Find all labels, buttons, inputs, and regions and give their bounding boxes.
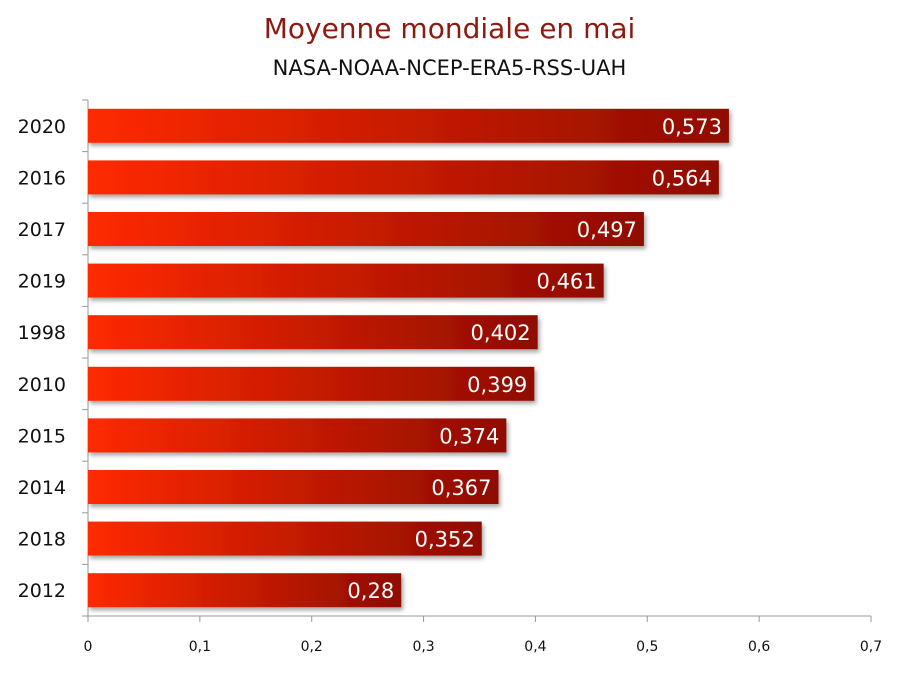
category-label: 2020 bbox=[18, 116, 66, 138]
x-tick-label: 0 bbox=[84, 639, 93, 655]
x-tick-label: 0,5 bbox=[636, 639, 658, 655]
x-tick-label: 0,3 bbox=[412, 639, 434, 655]
bar bbox=[88, 160, 719, 195]
data-label: 0,399 bbox=[467, 373, 527, 397]
data-label: 0,352 bbox=[415, 528, 475, 552]
x-tick-label: 0,4 bbox=[524, 639, 546, 655]
category-label: 2014 bbox=[18, 477, 66, 499]
bar bbox=[88, 418, 507, 453]
data-label: 0,564 bbox=[652, 166, 712, 190]
chart-subtitle: NASA-NOAA-NCEP-ERA5-RSS-UAH bbox=[272, 56, 627, 80]
category-label: 2017 bbox=[18, 219, 66, 241]
bar bbox=[88, 366, 535, 401]
category-label: 2019 bbox=[18, 271, 66, 293]
category-label: 2015 bbox=[18, 425, 66, 447]
x-tick-label: 0,2 bbox=[301, 639, 323, 655]
bar bbox=[88, 108, 729, 143]
bar bbox=[88, 521, 482, 556]
data-label: 0,374 bbox=[439, 424, 499, 448]
data-label: 0,497 bbox=[577, 218, 637, 242]
category-label: 2018 bbox=[18, 529, 66, 551]
x-tick-label: 0,6 bbox=[748, 639, 770, 655]
category-label: 2010 bbox=[18, 374, 66, 396]
data-label: 0,573 bbox=[662, 115, 722, 139]
bar bbox=[88, 315, 538, 350]
data-label: 0,367 bbox=[431, 476, 491, 500]
bar bbox=[88, 212, 644, 246]
data-label: 0,461 bbox=[537, 270, 597, 294]
bar bbox=[88, 470, 499, 504]
data-label: 0,28 bbox=[347, 579, 394, 603]
data-label: 0,402 bbox=[471, 321, 531, 345]
bar bbox=[88, 263, 604, 298]
chart-title: Moyenne mondiale en mai bbox=[263, 12, 636, 45]
bar bbox=[88, 573, 402, 608]
x-tick-label: 0,7 bbox=[860, 639, 882, 655]
category-label: 2016 bbox=[18, 167, 66, 189]
category-label: 2012 bbox=[18, 580, 66, 602]
x-tick-label: 0,1 bbox=[189, 639, 211, 655]
category-label: 1998 bbox=[18, 322, 66, 344]
